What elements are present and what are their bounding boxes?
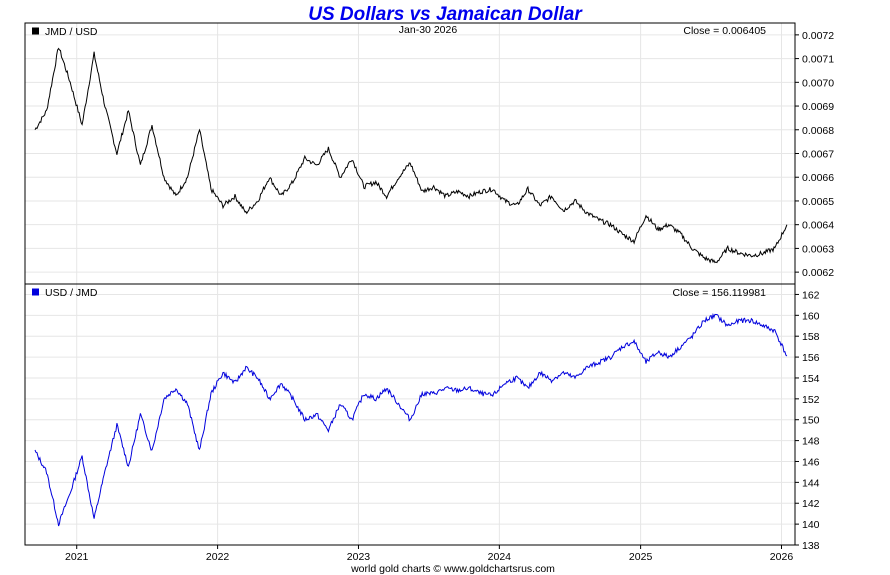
chart-title: US Dollars vs Jamaican Dollar (308, 4, 583, 25)
top-panel: JMD / USD Jan-30 2026 Close = 0.006405 0… (24, 22, 834, 285)
top-legend-swatch (32, 27, 39, 35)
y-tick-label: 0.0071 (802, 54, 834, 66)
y-tick-label: 154 (802, 373, 820, 385)
y-tick-label: 0.0062 (802, 267, 834, 279)
y-tick-label: 160 (802, 310, 820, 322)
x-tick-label: 2024 (488, 551, 512, 563)
x-tick-label: 2023 (347, 551, 371, 563)
x-tick-label: 2025 (629, 551, 653, 563)
x-tick-label: 2021 (65, 551, 89, 563)
y-tick-label: 0.0070 (802, 77, 834, 89)
y-tick-label: 0.0063 (802, 243, 834, 255)
footer-credit: world gold charts © www.goldchartsrus.co… (350, 563, 555, 575)
bottom-series-label: USD / JMD (45, 287, 98, 299)
y-tick-label: 144 (802, 477, 820, 489)
y-tick-label: 146 (802, 456, 820, 468)
y-tick-label: 140 (802, 519, 820, 531)
y-tick-label: 150 (802, 415, 820, 427)
y-tick-label: 0.0064 (802, 220, 834, 232)
bottom-y-ticks: 138 140 142 144 146 148 150 152 154 156 158 160 162 (795, 289, 820, 552)
top-series-line (34, 47, 788, 264)
y-tick-label: 152 (802, 394, 820, 406)
y-tick-label: 148 (802, 436, 820, 448)
series-line (34, 312, 788, 527)
top-close-label: Close = 0.006405 (683, 25, 766, 37)
top-series-label: JMD / USD (45, 26, 98, 38)
bottom-panel-frame (24, 283, 796, 546)
top-date-label: Jan-30 2026 (399, 24, 458, 36)
y-tick-label: 0.0065 (802, 196, 834, 208)
y-tick-label: 0.0072 (802, 30, 834, 42)
y-tick-label: 162 (802, 289, 820, 301)
bottom-close-label: Close = 156.119981 (672, 287, 766, 299)
bottom-series-line (34, 312, 788, 527)
x-tick-label: 2022 (206, 551, 230, 563)
series-line (34, 47, 788, 264)
y-tick-label: 0.0068 (802, 125, 834, 137)
y-tick-label: 142 (802, 498, 820, 510)
y-tick-label: 156 (802, 352, 820, 364)
y-tick-label: 158 (802, 331, 820, 343)
y-tick-label: 138 (802, 540, 820, 552)
top-grid (25, 23, 795, 284)
y-tick-label: 0.0066 (802, 172, 834, 184)
x-tick-label: 2026 (770, 551, 794, 563)
bottom-panel: USD / JMD Close = 156.119981 138 140 142 14… (24, 283, 820, 552)
bottom-legend-swatch (32, 288, 39, 296)
y-tick-label: 0.0067 (802, 149, 834, 161)
x-axis-ticks: 2021 2022 2023 2024 2025 2026 (65, 545, 793, 563)
y-tick-label: 0.0069 (802, 101, 834, 113)
top-y-ticks: 0.0062 0.0063 0.0064 0.0065 0.0066 0.0067 0.00… (795, 30, 834, 279)
